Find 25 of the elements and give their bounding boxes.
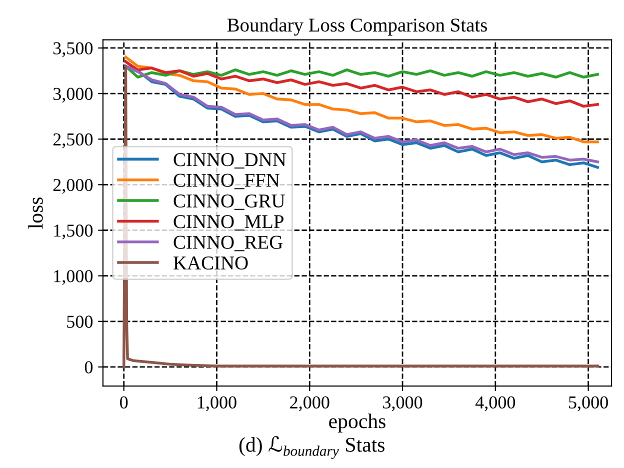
x-tick-label: 3,000: [383, 396, 422, 412]
x-tick-label: 0: [120, 396, 128, 409]
y-tick-label: 0: [84, 361, 93, 374]
line-series: [124, 56, 599, 144]
x-axis-title: epochs: [329, 414, 386, 432]
x-tick-label: 2,000: [290, 396, 330, 412]
y-tick-label: 2,500: [53, 133, 93, 148]
y-tick-label: 1,500: [54, 224, 93, 240]
y-tick-label: 1,000: [54, 270, 93, 285]
x-tick-label: 5,000: [569, 396, 608, 412]
legend-label: CINNO_REG: [174, 236, 283, 252]
y-tick-label: 500: [67, 316, 93, 328]
y-tick-label: 3,000: [53, 88, 93, 103]
chart-title: Boundary Loss Comparison Stats: [227, 18, 487, 36]
x-tick-label: 4,000: [475, 396, 516, 412]
y-axis-title: loss: [28, 197, 43, 229]
y-tick-label: 2,000: [53, 178, 93, 194]
legend-label: CINNO_FFN: [174, 174, 280, 190]
legend-label: CINNO_DNN: [174, 153, 286, 169]
legend-label: CINNO_MLP: [174, 215, 284, 231]
x-tick-label: 1,000: [198, 396, 236, 412]
legend-label: CINNO_GRU: [174, 194, 285, 210]
y-tick-label: 3,500: [53, 42, 93, 58]
legend-label: KACINO: [174, 256, 248, 270]
line-series: [124, 60, 599, 108]
